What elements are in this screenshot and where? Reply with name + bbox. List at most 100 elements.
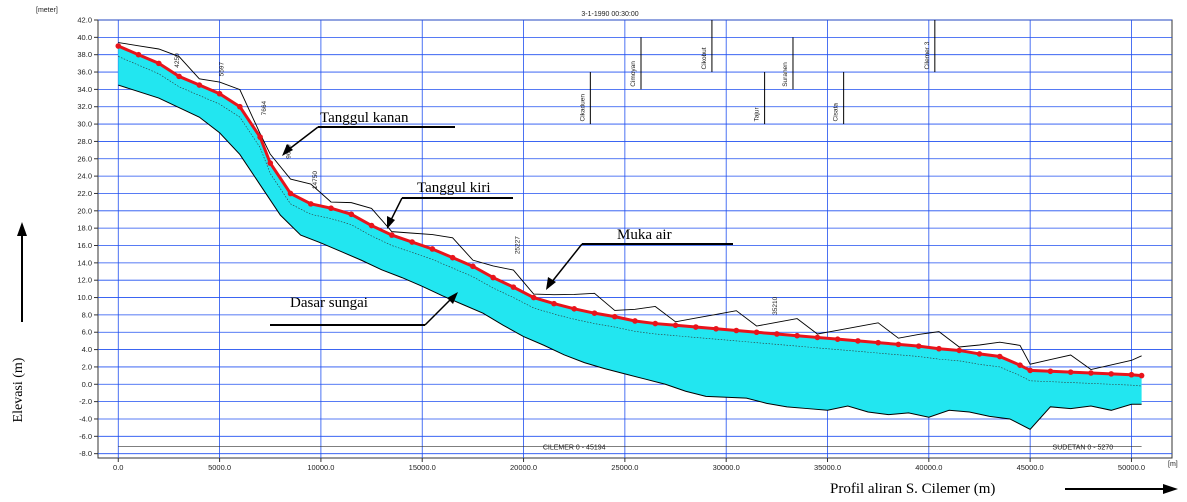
chainage-label: 14750: [312, 171, 319, 189]
x-tick-label: 45000.0: [1017, 463, 1044, 472]
water-surface-point: [429, 246, 436, 252]
x-tick-label: 30000.0: [713, 463, 740, 472]
y-tick-label: 28.0: [77, 137, 92, 146]
x-axis-arrow: [1065, 484, 1178, 494]
water-surface-point: [1027, 367, 1033, 374]
chainage-label: 35210: [772, 296, 779, 314]
water-surface-point: [409, 239, 415, 245]
tributary-label: Cilemer 3: [924, 41, 931, 69]
y-tick-label: 26.0: [77, 154, 92, 163]
riverbed-line: [118, 84, 1142, 430]
chainage-label: 4250: [174, 53, 181, 68]
y-tick-label: -8.0: [79, 449, 92, 458]
x-tick-label: 20000.0: [510, 463, 537, 472]
y-tick-label: 34.0: [77, 85, 92, 94]
y-unit-label: [meter]: [36, 7, 58, 14]
water-surface-point: [267, 160, 274, 166]
water-surface-point: [672, 322, 679, 329]
water-surface-point: [611, 313, 618, 320]
water-surface-point: [389, 232, 395, 238]
water-surface-point: [1138, 372, 1145, 379]
branch-label-cilemer: CILEMER 0 - 45194: [543, 444, 606, 451]
chainage-label: 5597: [219, 62, 226, 77]
water-surface-point: [510, 284, 517, 290]
water-surface-point: [368, 222, 375, 229]
y-tick-label: 2.0: [82, 362, 92, 371]
right-levee-line: [118, 42, 1142, 371]
water-surface-point: [996, 353, 1003, 360]
y-tick-label: -2.0: [79, 397, 92, 406]
chainage-label: 25227: [514, 236, 521, 254]
y-tick-label: 16.0: [77, 241, 92, 250]
y-tick-label: 22.0: [77, 189, 92, 198]
y-tick-label: 18.0: [77, 224, 92, 233]
y-tick-label: 4.0: [82, 345, 92, 354]
water-surface-point: [936, 345, 942, 352]
svg-text:Tanggul kanan: Tanggul kanan: [320, 110, 409, 126]
svg-text:Tanggul kiri: Tanggul kiri: [417, 180, 491, 196]
y-tick-label: 40.0: [77, 33, 92, 42]
water-surface-point: [895, 341, 902, 348]
x-tick-label: 40000.0: [915, 463, 942, 472]
y-tick-label: 30.0: [77, 120, 92, 129]
water-surface-point: [155, 60, 162, 67]
tributary-label: Cisata: [833, 103, 840, 122]
y-tick-label: 12.0: [77, 276, 92, 285]
water-surface-point: [875, 339, 881, 346]
y-tick-label: -4.0: [79, 414, 92, 423]
y-tick-label: 42.0: [77, 16, 92, 25]
y-tick-label: 32.0: [77, 102, 92, 111]
x-tick-label: 25000.0: [611, 463, 638, 472]
water-surface-point: [753, 329, 760, 336]
water-surface-point: [713, 325, 719, 332]
water-surface-point: [814, 334, 821, 341]
water-surface-point: [632, 318, 638, 324]
branch-label-sudetan: SUDETAN 0 - 5270: [1053, 444, 1114, 451]
water-surface-point: [1067, 369, 1074, 375]
water-surface-point: [530, 294, 537, 301]
x-axis-label: Profil aliran S. Cilemer (m): [830, 481, 995, 497]
water-surface-point: [571, 306, 578, 312]
water-surface-point: [1128, 371, 1135, 378]
water-surface-point: [1047, 368, 1054, 375]
water-surface-point: [135, 51, 142, 58]
y-tick-label: 8.0: [82, 310, 92, 319]
tributary-label: Cikobut: [701, 47, 708, 69]
x-tick-label: 5000.0: [208, 463, 231, 472]
y-axis-label: Elevasi (m): [11, 357, 26, 422]
svg-text:Dasar sungai: Dasar sungai: [290, 295, 368, 311]
water-surface-point: [774, 331, 780, 337]
water-surface-point: [1108, 371, 1115, 377]
y-tick-label: 36.0: [77, 68, 92, 77]
x-tick-label: 35000.0: [814, 463, 841, 472]
plot-area: 0.0 5000.0 10000.0 15000.0 20000.0 25000.0 300…: [77, 16, 1173, 472]
y-tick-label: 6.0: [82, 328, 92, 337]
y-tick-label: 10.0: [77, 293, 92, 302]
water-surface-point: [915, 343, 922, 349]
y-tick-label: -6.0: [79, 432, 92, 441]
x-tick-label: 15000.0: [409, 463, 436, 472]
y-tick-label: 14.0: [77, 258, 92, 267]
water-surface-point: [834, 336, 841, 342]
water-surface-point: [237, 103, 243, 110]
y-tick-label: 20.0: [77, 206, 92, 215]
water-surface-point: [794, 332, 800, 339]
water-surface-point: [307, 201, 314, 207]
annotation-tanggul-kiri: Tanggul kiri: [387, 180, 513, 229]
annotation-muka-air: Muka air: [546, 227, 733, 290]
x-tick-label: 0.0: [113, 463, 123, 472]
y-tick-label: 38.0: [77, 50, 92, 59]
water-surface-point: [855, 338, 861, 344]
water-surface-point: [328, 205, 334, 212]
water-surface-point: [176, 73, 182, 80]
annotation-tanggul-kanan: Tanggul kanan: [282, 110, 455, 156]
svg-text:Muka air: Muka air: [617, 227, 672, 243]
x-unit-label: [m]: [1168, 461, 1178, 468]
tributary-label: Cimoyan: [630, 61, 637, 87]
water-surface-point: [449, 254, 456, 261]
x-tick-label: 50000.0: [1118, 463, 1145, 472]
water-surface-point: [470, 263, 476, 270]
water-area: [118, 46, 1142, 430]
tributary-label: Suranen: [782, 62, 789, 87]
